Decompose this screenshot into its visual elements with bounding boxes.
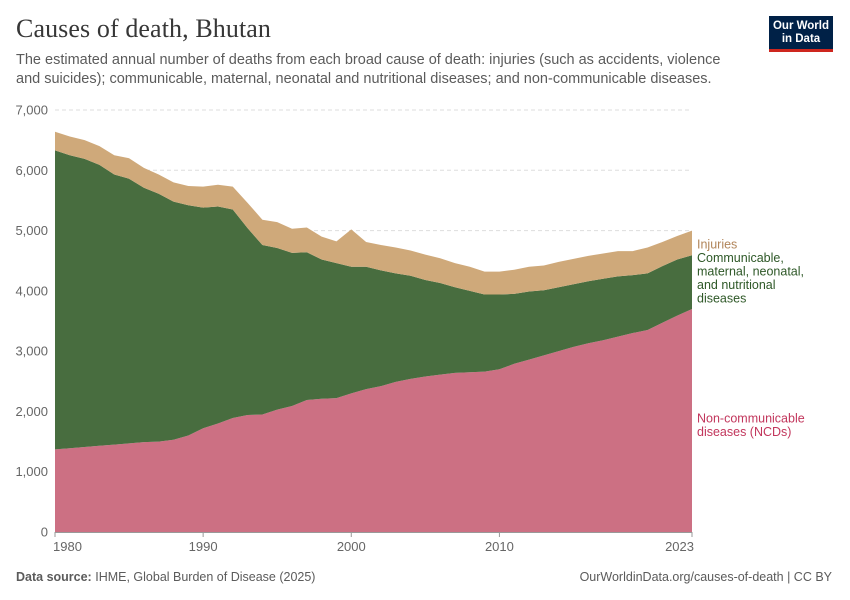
area-series (55, 131, 692, 532)
series-label-line: Communicable, (697, 251, 784, 265)
x-axis: 1980 1990 2000 2010 2023 (53, 532, 694, 554)
y-tick-label: 5,000 (15, 223, 48, 238)
data-source-text: IHME, Global Burden of Disease (2025) (95, 570, 316, 584)
stacked-area-chart: 0 1,000 2,000 3,000 4,000 5,000 6,000 7,000 198… (15, 103, 805, 555)
x-tick-label: 2000 (337, 539, 366, 554)
y-tick-label: 3,000 (15, 344, 48, 359)
series-label-communicable: Communicable, maternal, neonatal, and nutr… (697, 251, 804, 306)
y-tick-label: 6,000 (15, 163, 48, 178)
logo-line-1: Our World (772, 20, 829, 32)
series-label-line: and nutritional (697, 278, 776, 292)
y-tick-label: 1,000 (15, 464, 48, 479)
x-tick-label: 1990 (189, 539, 218, 554)
x-tick-label: 1980 (53, 539, 82, 554)
y-axis: 0 1,000 2,000 3,000 4,000 5,000 6,000 7,000 (15, 103, 48, 540)
series-label-line: diseases (697, 291, 746, 305)
series-labels: Non-communicable diseases (NCDs) Communica… (697, 238, 805, 440)
x-tick-label: 2023 (665, 539, 694, 554)
series-label-line: maternal, neonatal, (697, 264, 804, 278)
chart-title: Causes of death, Bhutan (16, 14, 272, 43)
y-tick-label: 0 (41, 525, 48, 540)
x-tick-label: 2010 (485, 539, 514, 554)
series-label-line: Non-communicable (697, 412, 805, 426)
series-label-injuries: Injuries (697, 238, 737, 252)
owid-logo[interactable]: Our World in Data (769, 16, 833, 52)
y-tick-label: 2,000 (15, 404, 48, 419)
series-label-line: Injuries (697, 238, 737, 252)
area-injuries[interactable] (55, 131, 692, 295)
logo-line-2: in Data (781, 33, 821, 45)
y-tick-label: 4,000 (15, 283, 48, 298)
y-tick-label: 7,000 (15, 103, 48, 118)
chart-subtitle: The estimated annual number of deaths fr… (16, 52, 721, 87)
area-ncd[interactable] (55, 308, 692, 532)
source-url[interactable]: OurWorldinData.org/causes-of-death | CC … (579, 570, 832, 584)
area-communicable[interactable] (55, 150, 692, 450)
series-label-ncd: Non-communicable diseases (NCDs) (697, 412, 805, 440)
series-label-line: diseases (NCDs) (697, 425, 791, 439)
data-source-label: Data source: (16, 570, 92, 584)
data-source: Data source: IHME, Global Burden of Dise… (16, 570, 315, 584)
